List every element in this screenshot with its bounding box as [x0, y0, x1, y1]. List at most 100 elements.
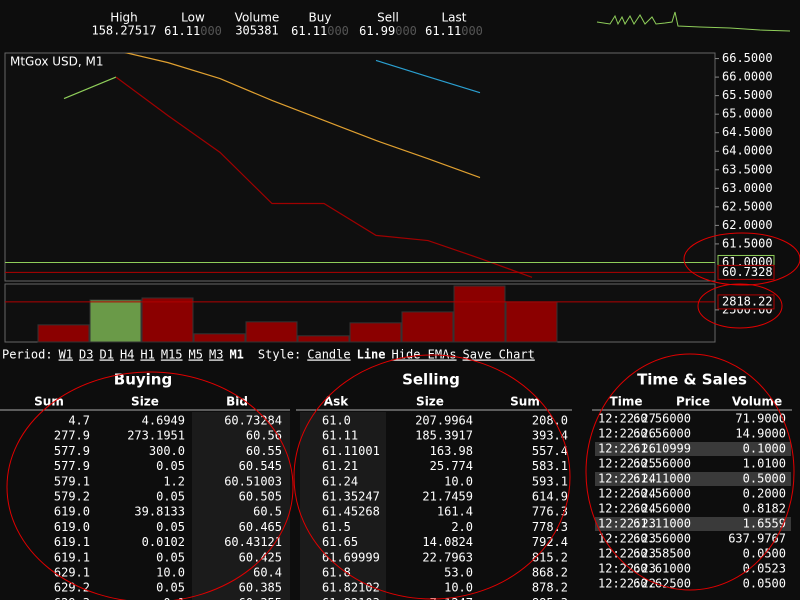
- price-lines: [63, 53, 533, 278]
- bid-column-bg: [192, 412, 290, 600]
- toolbar-link[interactable]: Save Chart: [463, 348, 535, 362]
- cell: 61.5: [322, 520, 351, 534]
- toolbar-link[interactable]: H4: [120, 348, 134, 362]
- column-header: Bid: [226, 395, 248, 409]
- toolbar-label: Style:: [258, 348, 301, 362]
- cell: 60.355: [239, 596, 282, 600]
- cell: 629.1: [54, 566, 90, 580]
- cell: 60.51003: [224, 474, 282, 488]
- cell: 557.4: [532, 444, 568, 458]
- column-header: Sum: [34, 395, 64, 409]
- cell: 60.385: [239, 581, 282, 595]
- y-tick-label: 66.5000: [722, 51, 773, 65]
- volume-bar: [297, 335, 350, 343]
- toolbar-link[interactable]: D1: [99, 348, 113, 362]
- ticker-label: Last: [442, 11, 467, 25]
- cell: 579.1: [54, 474, 90, 488]
- trade-price: 60.62500: [633, 577, 691, 591]
- volume-bar: [37, 324, 90, 343]
- cell: 61.11001: [322, 444, 380, 458]
- volume-bar: [349, 322, 402, 343]
- cell: 0.05: [156, 581, 185, 595]
- cell: 4.6949: [142, 414, 185, 428]
- cell: 22.7963: [422, 550, 473, 564]
- cell: 2.0: [451, 520, 473, 534]
- cell: 60.73284: [224, 414, 282, 428]
- trade-price: 61.10999: [633, 442, 691, 456]
- trade-time: 12:22:23: [598, 517, 656, 531]
- cell: 0.05: [156, 550, 185, 564]
- trade-price: 60.58500: [633, 547, 691, 561]
- cell: 1.2: [163, 474, 185, 488]
- toolbar-link[interactable]: M15: [161, 348, 183, 362]
- trade-time: 12:22:24: [598, 472, 656, 486]
- ticker-value: 61.99000: [359, 24, 417, 38]
- cell: 61.24: [322, 474, 358, 488]
- trade-volume: 0.5000: [743, 472, 786, 486]
- y-tick-label: 66.0000: [722, 70, 773, 84]
- ticker-value: 61.11000: [291, 24, 349, 38]
- cell: 60.4: [253, 566, 282, 580]
- column-header: Volume: [732, 395, 782, 409]
- cell: 0.05: [156, 520, 185, 534]
- price-line: [63, 76, 117, 100]
- y-tick-label: 64.0000: [722, 144, 773, 158]
- trade-price: 60.56000: [633, 502, 691, 516]
- cell: 593.1: [532, 474, 568, 488]
- cell: 792.4: [532, 535, 568, 549]
- trade-price: 60.61000: [633, 562, 691, 576]
- trade-volume: 1.0100: [743, 457, 786, 471]
- cell: 815.2: [532, 550, 568, 564]
- trade-volume: 637.9767: [728, 532, 786, 546]
- toolbar-link[interactable]: M3: [209, 348, 223, 362]
- cell: 61.0: [322, 414, 351, 428]
- trade-time: 12:22:25: [598, 457, 656, 471]
- cell: 868.2: [532, 566, 568, 580]
- chart-title: MtGox USD, M1: [10, 55, 104, 69]
- toolbar-link[interactable]: Hide EMAs: [392, 348, 457, 362]
- toolbar-link[interactable]: W1: [59, 348, 73, 362]
- trade-time: 12:22:26: [598, 427, 656, 441]
- trade-volume: 1.6559: [743, 517, 786, 531]
- y-tick-label: 63.0000: [722, 181, 773, 195]
- ticker-value: 61.11000: [425, 24, 483, 38]
- cell: 619.1: [54, 535, 90, 549]
- trade-price: 60.56000: [633, 532, 691, 546]
- cell: 60.55: [246, 444, 282, 458]
- column-header: Size: [416, 395, 444, 409]
- y-tick-label: 65.5000: [722, 88, 773, 102]
- toolbar-link[interactable]: M5: [189, 348, 203, 362]
- cell: 0.1: [163, 596, 185, 600]
- trade-time: 12:22:23: [598, 562, 656, 576]
- y-tick-label: 63.5000: [722, 162, 773, 176]
- trade-volume: 14.9000: [735, 427, 786, 441]
- cell: 60.545: [239, 459, 282, 473]
- marker-box: [717, 264, 775, 280]
- trade-time: 12:22:22: [598, 577, 656, 591]
- price-line: [124, 53, 481, 179]
- cell: 61.11: [322, 429, 358, 443]
- cell: 277.9: [54, 429, 90, 443]
- digits: 61.11: [291, 24, 327, 38]
- cell: 53.0: [444, 566, 473, 580]
- toolbar-link[interactable]: H1: [140, 348, 154, 362]
- toolbar-link[interactable]: D3: [79, 348, 93, 362]
- cell: 629.3: [54, 596, 90, 600]
- cell: 61.69999: [322, 550, 380, 564]
- y-tick-label: 61.5000: [722, 236, 773, 250]
- column-header: Price: [676, 395, 710, 409]
- ticker-value: 61.11000: [164, 24, 222, 38]
- trade-time: 12:22:26: [598, 442, 656, 456]
- cell: 61.82102: [322, 581, 380, 595]
- section-title: Buying: [114, 371, 172, 389]
- trade-time: 12:22:23: [598, 532, 656, 546]
- section-title: Time & Sales: [637, 371, 747, 389]
- cell: 878.2: [532, 581, 568, 595]
- marker-label: 2818.22: [722, 294, 773, 308]
- volume-bar: [193, 333, 246, 343]
- volume-bar: [89, 299, 142, 343]
- toolbar-link[interactable]: Candle: [307, 348, 350, 362]
- cell: 14.0824: [422, 535, 473, 549]
- row-highlight: [595, 472, 791, 486]
- y-tick-label: 64.5000: [722, 125, 773, 139]
